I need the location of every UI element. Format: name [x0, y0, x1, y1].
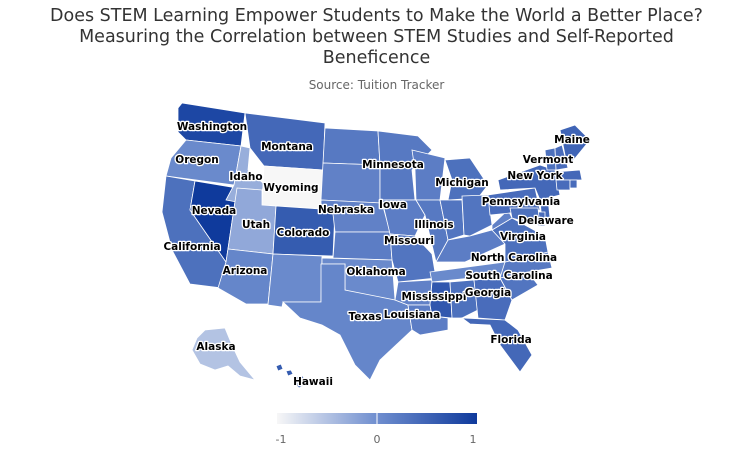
- state-label-florida: Florida: [490, 334, 531, 346]
- state-maryland[interactable]: [509, 207, 541, 227]
- state-label-idaho: Idaho: [229, 171, 262, 183]
- state-connecticut[interactable]: [555, 179, 571, 191]
- state-label-south-carolina: South Carolina: [465, 270, 552, 282]
- state-ohio[interactable]: [461, 194, 493, 237]
- chart-title-line-2: Measuring the Correlation between STEM S…: [79, 27, 674, 47]
- state-label-colorado: Colorado: [277, 227, 330, 239]
- state-wisconsin[interactable]: [411, 149, 446, 201]
- chart-title-line-1: Does STEM Learning Empower Students to M…: [50, 6, 703, 26]
- state-iowa[interactable]: [381, 199, 426, 237]
- state-label-hawaii: Hawaii: [293, 376, 333, 388]
- state-label-utah: Utah: [242, 219, 270, 231]
- state-rhode-island[interactable]: [569, 179, 578, 189]
- state-alabama[interactable]: [449, 279, 479, 319]
- state-new-york[interactable]: [497, 164, 561, 201]
- state-label-louisiana: Louisiana: [384, 309, 440, 321]
- color-legend: -1 0 1: [276, 411, 477, 446]
- states-layer: [161, 102, 591, 389]
- state-label-alaska: Alaska: [196, 341, 235, 353]
- state-minnesota[interactable]: [377, 130, 433, 201]
- state-label-nebraska: Nebraska: [318, 204, 374, 216]
- state-label-north-carolina: North Carolina: [471, 252, 557, 264]
- state-label-georgia: Georgia: [465, 287, 511, 299]
- state-label-new-york: New York: [507, 170, 563, 182]
- state-texas[interactable]: [281, 263, 413, 381]
- chart-subtitle: Source: Tuition Tracker: [308, 78, 445, 92]
- state-label-montana: Montana: [261, 141, 313, 153]
- state-label-wyoming: Wyoming: [263, 182, 318, 194]
- legend-tick-max: 1: [470, 433, 477, 446]
- chart-title: Does STEM Learning Empower Students to M…: [0, 6, 753, 69]
- state-label-oregon: Oregon: [175, 154, 218, 166]
- state-label-texas: Texas: [349, 311, 382, 323]
- state-new-hampshire[interactable]: [554, 144, 569, 171]
- state-new-mexico[interactable]: [267, 253, 323, 308]
- state-label-nevada: Nevada: [192, 205, 236, 217]
- state-label-iowa: Iowa: [379, 199, 407, 211]
- state-label-california: California: [163, 241, 220, 253]
- state-hawaii[interactable]: [275, 363, 307, 389]
- state-label-missouri: Missouri: [384, 235, 434, 247]
- state-massachusetts[interactable]: [554, 169, 583, 181]
- state-label-minnesota: Minnesota: [362, 159, 424, 171]
- state-label-illinois: Illinois: [414, 219, 453, 231]
- state-maine[interactable]: [559, 124, 591, 163]
- state-oregon[interactable]: [165, 139, 242, 186]
- legend-tick-mid: 0: [374, 433, 381, 446]
- state-label-washington: Washington: [177, 121, 247, 133]
- state-label-oklahoma: Oklahoma: [346, 266, 405, 278]
- state-label-vermont: Vermont: [523, 154, 574, 166]
- state-georgia[interactable]: [473, 277, 513, 321]
- chart-title-line-3: Beneficence: [322, 48, 431, 68]
- labels-layer: Washington Oregon California Nevada Idaho Mon…: [162, 120, 591, 390]
- state-label-mississippi: Mississippi: [402, 291, 467, 303]
- state-florida[interactable]: [460, 317, 533, 373]
- state-mississippi[interactable]: [429, 281, 453, 319]
- state-label-delaware: Delaware: [518, 215, 574, 227]
- state-label-maine: Maine: [554, 134, 590, 146]
- state-label-michigan: Michigan: [435, 177, 488, 189]
- state-label-arizona: Arizona: [223, 265, 268, 277]
- state-alaska[interactable]: [191, 327, 257, 381]
- legend-tick-min: -1: [276, 433, 287, 446]
- state-label-pennsylvania: Pennsylvania: [482, 196, 561, 208]
- state-label-virginia: Virginia: [500, 231, 546, 243]
